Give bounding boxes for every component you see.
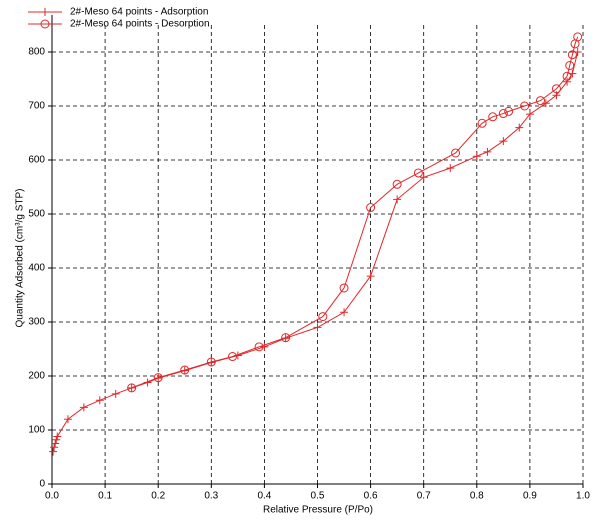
y-tick-label: 200 bbox=[28, 371, 45, 382]
data-point bbox=[49, 447, 58, 456]
y-tick-label: 300 bbox=[28, 317, 45, 328]
data-point bbox=[525, 110, 534, 119]
y-tick-label: 800 bbox=[28, 47, 45, 58]
x-tick-label: 1.0 bbox=[576, 491, 590, 502]
x-tick-label: 0.1 bbox=[98, 491, 112, 502]
data-point bbox=[79, 403, 88, 412]
data-point bbox=[313, 323, 322, 332]
data-point bbox=[413, 168, 423, 178]
x-tick-label: 0.2 bbox=[151, 491, 165, 502]
data-point bbox=[499, 137, 508, 146]
x-tick-label: 0.7 bbox=[417, 491, 431, 502]
data-point bbox=[281, 333, 291, 343]
data-point bbox=[567, 50, 577, 60]
data-point bbox=[570, 39, 580, 49]
legend-marker bbox=[41, 8, 49, 16]
data-point bbox=[446, 164, 455, 173]
data-point bbox=[339, 283, 349, 293]
data-point bbox=[498, 109, 508, 119]
legend-marker bbox=[40, 19, 50, 29]
data-point bbox=[50, 443, 59, 452]
y-axis-label: Quantity Adsorbed (cm³/g STP) bbox=[15, 189, 26, 328]
data-point bbox=[340, 308, 349, 317]
data-point bbox=[53, 432, 62, 441]
legend-label: 2#-Meso 64 points - Desorption bbox=[70, 19, 210, 30]
data-point bbox=[95, 396, 104, 405]
y-tick-label: 500 bbox=[28, 209, 45, 220]
x-tick-label: 0.6 bbox=[364, 491, 378, 502]
data-point bbox=[451, 148, 461, 158]
x-tick-label: 0.8 bbox=[470, 491, 484, 502]
y-tick-label: 0 bbox=[39, 479, 45, 490]
x-tick-label: 0.4 bbox=[257, 491, 271, 502]
data-point bbox=[52, 435, 61, 444]
data-point bbox=[483, 147, 492, 156]
data-point bbox=[563, 77, 572, 86]
x-tick-label: 0.9 bbox=[523, 491, 537, 502]
data-point bbox=[520, 101, 530, 111]
data-point bbox=[393, 195, 402, 204]
x-tick-label: 0.5 bbox=[311, 491, 325, 502]
data-point bbox=[366, 203, 376, 213]
data-point bbox=[504, 106, 514, 116]
data-point bbox=[206, 357, 216, 367]
data-point bbox=[318, 312, 328, 322]
data-point bbox=[127, 383, 137, 393]
data-point bbox=[228, 352, 238, 362]
y-tick-label: 400 bbox=[28, 263, 45, 274]
data-point bbox=[63, 415, 72, 424]
data-point bbox=[366, 272, 375, 281]
data-point bbox=[180, 365, 190, 375]
data-point bbox=[51, 439, 60, 448]
data-point bbox=[488, 112, 498, 122]
data-point bbox=[562, 71, 572, 81]
x-tick-label: 0.3 bbox=[204, 491, 218, 502]
x-tick-label: 0.0 bbox=[45, 491, 59, 502]
data-point bbox=[565, 61, 575, 70]
data-point bbox=[260, 342, 269, 351]
data-point bbox=[551, 84, 561, 94]
data-point bbox=[254, 342, 264, 352]
data-point bbox=[515, 123, 524, 132]
data-point bbox=[477, 118, 487, 128]
x-axis-label: Relative Pressure (P/Po) bbox=[263, 505, 373, 516]
legend-label: 2#-Meso 64 points - Adsorption bbox=[70, 7, 208, 18]
y-tick-label: 600 bbox=[28, 155, 45, 166]
data-point bbox=[153, 373, 163, 383]
y-tick-label: 100 bbox=[28, 425, 45, 436]
series-line bbox=[131, 36, 579, 389]
data-point bbox=[111, 389, 120, 398]
data-point bbox=[392, 179, 402, 189]
data-point bbox=[419, 173, 428, 182]
data-point bbox=[536, 96, 546, 106]
y-tick-label: 700 bbox=[28, 101, 45, 112]
data-point bbox=[472, 152, 481, 161]
